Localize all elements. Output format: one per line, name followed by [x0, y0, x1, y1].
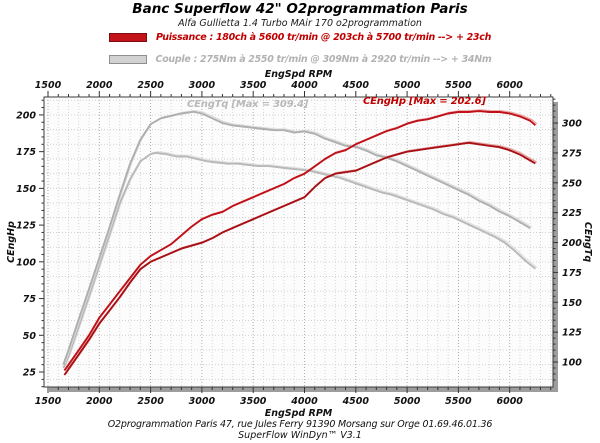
x-tick-label-bottom: 4000	[290, 396, 318, 407]
footer-address: O2programmation Paris 47, rue Jules Ferr…	[107, 419, 493, 430]
y-right-tick-label: 300	[562, 119, 582, 130]
legend-power-row: Puissance : 180ch à 5600 tr/min @ 203ch …	[0, 32, 600, 43]
plot-area	[43, 96, 554, 388]
x-tick-label-top: 5000	[394, 80, 421, 91]
curve-torque_tuned	[62, 110, 531, 365]
page-subtitle: Alfa Gullietta 1.4 Turbo MAir 170 o2prog…	[178, 18, 422, 29]
y-left-tick-label: 150	[16, 184, 36, 195]
curve-power_tuned	[63, 110, 537, 372]
y-right-tick-label: 100	[562, 358, 582, 369]
x-tick-label-top: 4000	[290, 80, 318, 91]
y-right-tick-label: 175	[562, 268, 582, 279]
x-tick-label-top: 3500	[240, 80, 267, 91]
x-tick-label-top: 4500	[342, 80, 370, 91]
x-tick-label-bottom: 5500	[445, 396, 472, 407]
footer-software: SuperFlow WinDyn™ V3.1	[238, 430, 362, 441]
torque-series-swatch	[108, 55, 147, 64]
y-left-tick-label: 200	[16, 110, 36, 121]
y-right-tick-label: 200	[562, 238, 582, 249]
y-right-tick-label: 275	[562, 148, 582, 159]
power-series-swatch	[108, 33, 147, 42]
legend-torque-row: Couple : 275Nm à 2550 tr/min @ 309Nm à 2…	[0, 54, 600, 65]
y-left-tick-label: 100	[16, 257, 36, 268]
x-tick-label-top: 3000	[189, 80, 216, 91]
y-left-tick-label: 125	[16, 221, 36, 232]
x-tick-label-top: 2000	[86, 80, 113, 91]
max-annotation-1: CEngHp [Max = 202.6]	[363, 96, 486, 107]
legend-power-label: Puissance : 180ch à 5600 tr/min @ 203ch …	[155, 32, 492, 43]
y-right-tick-label: 150	[562, 298, 582, 309]
y-right-axis-title: CEngTq	[582, 222, 593, 263]
y-right-tick-label: 125	[562, 328, 582, 339]
y-right-tick-label: 225	[562, 208, 582, 219]
x-tick-label-top: 6000	[496, 80, 523, 91]
x-tick-label-bottom: 2000	[86, 396, 113, 407]
y-left-tick-label: 50	[23, 331, 37, 342]
y-left-tick-label: 75	[23, 294, 37, 305]
x-axis-title-top: EngSpd RPM	[265, 69, 333, 80]
legend-torque-label: Couple : 275Nm à 2550 tr/min @ 309Nm à 2…	[155, 54, 492, 65]
x-tick-label-bottom: 6000	[496, 396, 523, 407]
x-tick-label-bottom: 3500	[240, 396, 267, 407]
x-tick-label-top: 2500	[137, 80, 164, 91]
x-tick-label-bottom: 2500	[137, 396, 164, 407]
curve-halo-torque_tuned	[64, 109, 533, 364]
y-left-axis-title: CEngHp	[6, 221, 17, 263]
curve-torque_stock	[62, 151, 536, 369]
page-title: Banc Superflow 42" O2programmation Paris	[132, 1, 468, 17]
x-tick-label-bottom: 1500	[35, 396, 62, 407]
y-left-tick-label: 25	[23, 368, 37, 379]
x-axis-title-bottom: EngSpd RPM	[265, 408, 333, 419]
x-tick-label-bottom: 4500	[342, 396, 370, 407]
curve-power_stock	[63, 141, 536, 376]
y-right-tick-label: 250	[562, 178, 582, 189]
max-annotation-0: CEngTq [Max = 309.4]	[187, 99, 309, 110]
y-left-tick-label: 175	[16, 147, 36, 158]
x-tick-label-bottom: 5000	[394, 396, 421, 407]
x-tick-label-bottom: 3000	[189, 396, 216, 407]
x-tick-label-top: 1500	[35, 80, 62, 91]
x-tick-label-top: 5500	[445, 80, 472, 91]
